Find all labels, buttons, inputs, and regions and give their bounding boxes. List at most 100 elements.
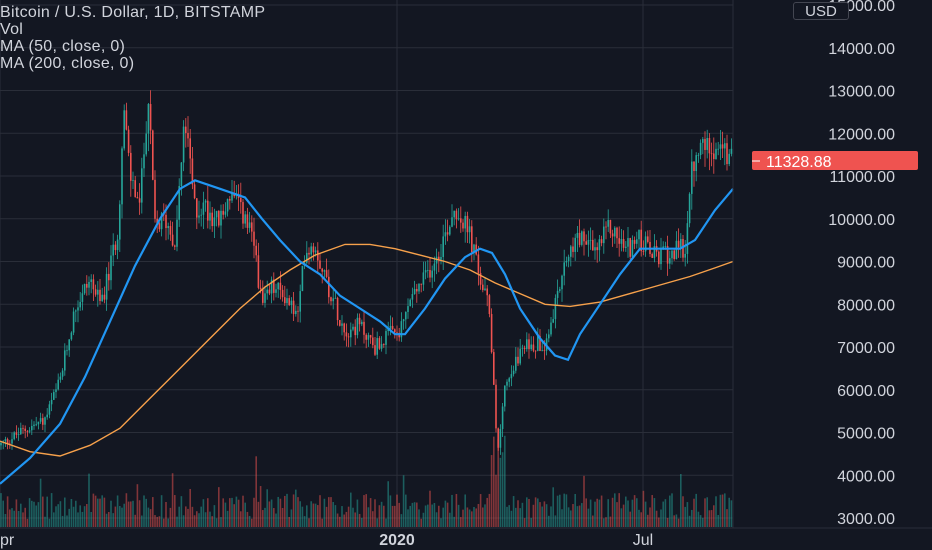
- candle-body: [440, 256, 442, 260]
- x-tick-label: 2020: [379, 532, 415, 549]
- candle-body: [211, 212, 213, 227]
- candle-body: [174, 245, 176, 247]
- volume-bar: [490, 455, 493, 527]
- volume-bar: [515, 507, 517, 527]
- volume-bar: [321, 518, 323, 527]
- volume-bar: [523, 518, 526, 527]
- candle-body: [699, 142, 702, 156]
- volume-bar: [497, 438, 499, 527]
- volume-bar: [466, 507, 469, 527]
- volume-bar: [464, 494, 466, 527]
- candle-body: [728, 153, 730, 165]
- candle-body: [339, 320, 341, 326]
- volume-bar: [110, 500, 112, 527]
- volume-bar: [24, 507, 26, 527]
- legend-ma50[interactable]: MA (50, close, 0): [0, 38, 126, 55]
- candle-body: [462, 222, 464, 229]
- candle-body: [110, 255, 112, 281]
- volume-bar: [688, 515, 691, 527]
- volume-bar: [455, 493, 458, 527]
- volume-bar: [182, 515, 185, 527]
- volume-bar: [611, 497, 614, 527]
- volume-bar: [367, 507, 370, 527]
- candle-body: [684, 253, 686, 258]
- candle-body: [702, 138, 704, 143]
- volume-bar: [446, 502, 449, 527]
- candle-body: [125, 110, 128, 130]
- candle-body: [559, 289, 561, 291]
- volume-bar: [343, 514, 345, 527]
- candle-body: [660, 248, 662, 265]
- candle-body: [61, 370, 64, 377]
- candle-body: [72, 311, 75, 333]
- candle-body: [68, 339, 70, 351]
- volume-bar: [189, 488, 191, 527]
- candle-body: [424, 270, 427, 273]
- candle-body: [444, 232, 447, 237]
- candle-body: [499, 428, 502, 448]
- candle-body: [35, 424, 37, 426]
- candle-body: [66, 350, 68, 352]
- candle-body: [171, 234, 174, 246]
- y-tick-label: 9000.00: [837, 255, 895, 272]
- symbol-title[interactable]: Bitcoin / U.S. Dollar, 1D, BITSTAMP: [0, 4, 266, 21]
- volume-bar: [596, 498, 598, 527]
- candle-body: [277, 282, 279, 290]
- volume-bar: [317, 505, 319, 527]
- volume-bar: [519, 508, 521, 527]
- volume-bar: [176, 516, 178, 527]
- volume-bar: [158, 516, 161, 527]
- candle-body: [464, 215, 466, 229]
- volume-bar: [495, 474, 497, 527]
- candle-body: [50, 399, 53, 405]
- volume-bar: [279, 498, 282, 527]
- candle-body: [299, 291, 301, 312]
- candle-body: [517, 356, 519, 364]
- volume-bar: [297, 497, 299, 527]
- volume-bar: [614, 493, 616, 527]
- volume-bar: [240, 511, 242, 527]
- candle-body: [53, 392, 55, 400]
- candle-body: [176, 219, 178, 247]
- candle-body: [255, 245, 257, 256]
- candle-body: [312, 246, 315, 253]
- legend-ma200[interactable]: MA (200, close, 0): [0, 55, 135, 72]
- candle-body: [112, 244, 114, 256]
- time-scale[interactable]: pr 2020 Jul: [0, 532, 653, 549]
- last-price-badge: [752, 151, 918, 170]
- price-scale[interactable]: 3000.00 4000.00 5000.00 6000.00 7000.00 8000.…: [828, 0, 895, 528]
- volume-bar: [385, 518, 387, 527]
- candle-body: [457, 218, 460, 220]
- candle-body: [629, 238, 631, 257]
- candle-body: [495, 384, 497, 429]
- candle-body: [385, 331, 387, 345]
- candle-body: [572, 246, 574, 252]
- volume-bar: [147, 507, 150, 527]
- volume-bar: [662, 501, 664, 527]
- volume-bar: [134, 514, 136, 527]
- candle-body: [83, 283, 86, 294]
- currency-button[interactable]: USD: [793, 2, 849, 20]
- legend-vol[interactable]: Vol: [0, 21, 24, 38]
- volume-bar: [460, 517, 462, 527]
- candle-body: [539, 335, 541, 351]
- volume-bar: [391, 505, 394, 527]
- volume-bar: [237, 499, 240, 527]
- volume-bar: [39, 478, 42, 527]
- candle-body: [345, 332, 348, 337]
- candle-body: [512, 370, 515, 375]
- volume-bar: [312, 503, 315, 527]
- volume-bar: [6, 496, 9, 527]
- volume-bar: [86, 503, 88, 527]
- candle-body: [213, 217, 216, 227]
- volume-bar: [686, 502, 689, 527]
- volume-bar: [101, 495, 103, 527]
- volume-bar: [587, 508, 590, 527]
- volume-bar: [233, 504, 235, 527]
- candle-body: [675, 240, 678, 259]
- volume-bar: [299, 501, 301, 527]
- volume-bar: [532, 504, 535, 527]
- ma50-line: [0, 179, 734, 485]
